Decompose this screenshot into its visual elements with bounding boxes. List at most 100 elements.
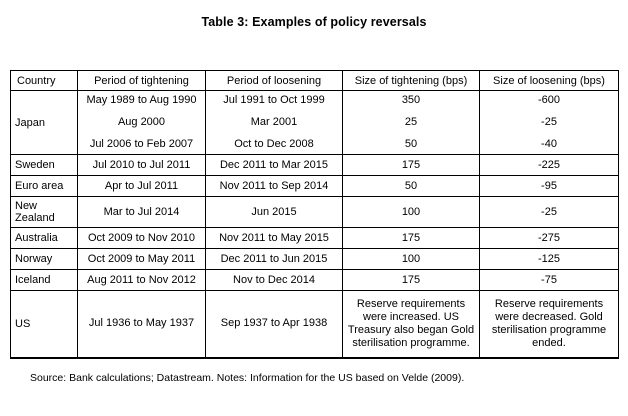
- cell-line: Jul 1991 to Oct 1999: [223, 94, 325, 106]
- loosening-size-cell: -225: [479, 154, 619, 176]
- cell-line: Oct 2009 to Nov 2010: [87, 231, 195, 244]
- cell-line: 50: [404, 179, 418, 192]
- tightening-period-cell: Oct 2009 to May 2011: [77, 248, 206, 270]
- table-row: Euro area Apr to Jul 2011 Nov 2011 to Sep …: [10, 175, 619, 197]
- cell-line: Jun 2015: [251, 205, 297, 218]
- table-body: Japan May 1989 to Aug 1990 Aug 2000 Jul 200…: [10, 90, 619, 358]
- loosening-size-cell: -600 -25 -40: [479, 90, 619, 155]
- loosening-period-cell: Dec 2011 to Jun 2015: [205, 248, 343, 270]
- tightening-size-cell: 350 25 50: [342, 90, 480, 155]
- cell-line: -95: [541, 179, 557, 192]
- loosening-period-cell: Nov 2011 to Sep 2014: [205, 175, 343, 197]
- cell-line: Oct 2009 to May 2011: [87, 252, 196, 265]
- cell-line: -25: [541, 205, 557, 218]
- table-row: US Jul 1936 to May 1937 Sep 1937 to Apr 19…: [10, 290, 619, 358]
- tightening-period-cell: Mar to Jul 2014: [77, 196, 206, 228]
- cell-line: Sep 1937 to Apr 1938: [220, 317, 328, 330]
- country-cell: Australia: [10, 227, 78, 249]
- loosening-period-cell: Jun 2015: [205, 196, 343, 228]
- table-header: Country Period of tightening Period of l…: [10, 70, 619, 91]
- loosening-period-cell: Sep 1937 to Apr 1938: [205, 290, 343, 358]
- cell-line: -40: [541, 138, 557, 150]
- table-row: Japan May 1989 to Aug 1990 Aug 2000 Jul 200…: [10, 90, 619, 155]
- cell-line: Aug 2000: [117, 116, 166, 128]
- table-row: Iceland Aug 2011 to Nov 2012 Nov to Dec 20…: [10, 269, 619, 291]
- loosening-size-cell: -95: [479, 175, 619, 197]
- tightening-size-cell: Reserve requirements were increased. US …: [342, 290, 480, 358]
- table-row: Norway Oct 2009 to May 2011 Dec 2011 to Ju…: [10, 248, 619, 270]
- cell-line: -125: [537, 252, 561, 265]
- header-size-tightening: Size of tightening (bps): [342, 70, 480, 91]
- tightening-size-cell: 175: [342, 154, 480, 176]
- cell-line: Nov to Dec 2014: [233, 273, 315, 286]
- country-cell: New Zealand: [10, 196, 78, 228]
- country-cell: Iceland: [10, 269, 78, 291]
- policy-reversals-table: Country Period of tightening Period of l…: [10, 70, 619, 359]
- cell-line: -225: [537, 158, 561, 171]
- tightening-size-cell: 175: [342, 269, 480, 291]
- cell-line: -275: [537, 231, 561, 244]
- cell-line: Dec 2011 to Jun 2015: [220, 252, 328, 265]
- loosening-size-cell: -25: [479, 196, 619, 228]
- page: { "title": "Table 3: Examples of policy …: [0, 15, 628, 416]
- header-period-tightening: Period of tightening: [77, 70, 206, 91]
- cell-line: 100: [401, 205, 421, 218]
- header-period-loosening: Period of loosening: [205, 70, 343, 91]
- loosening-period-cell: Dec 2011 to Mar 2015: [205, 154, 343, 176]
- country-cell: Euro area: [10, 175, 78, 197]
- cell-line: 100: [401, 252, 421, 265]
- cell-line: Mar 2001: [250, 116, 298, 128]
- cell-line: 350: [401, 94, 421, 106]
- loosening-size-cell: -275: [479, 227, 619, 249]
- table-row: New Zealand Mar to Jul 2014 Jun 2015 100 -25: [10, 196, 619, 228]
- country-cell: Japan: [10, 90, 78, 155]
- header-row: Country Period of tightening Period of l…: [10, 70, 619, 91]
- cell-line: 175: [401, 158, 421, 171]
- cell-line: Oct to Dec 2008: [234, 138, 314, 150]
- cell-line: 25: [404, 116, 418, 128]
- cell-line: Reserve requirements were decreased. Gol…: [491, 297, 607, 349]
- country-cell: Norway: [10, 248, 78, 270]
- table-row: Australia Oct 2009 to Nov 2010 Nov 2011 to…: [10, 227, 619, 249]
- country-cell: Sweden: [10, 154, 78, 176]
- header-size-loosening: Size of loosening (bps): [479, 70, 619, 91]
- cell-line: Reserve requirements were increased. US …: [347, 297, 475, 349]
- country-cell: US: [10, 290, 78, 358]
- cell-line: Dec 2011 to Mar 2015: [219, 158, 329, 171]
- header-country: Country: [10, 70, 78, 91]
- cell-line: 175: [401, 231, 421, 244]
- tightening-size-cell: 175: [342, 227, 480, 249]
- tightening-size-cell: 50: [342, 175, 480, 197]
- cell-line: Mar to Jul 2014: [103, 205, 180, 218]
- tightening-period-cell: Oct 2009 to Nov 2010: [77, 227, 206, 249]
- loosening-size-cell: -75: [479, 269, 619, 291]
- tightening-size-cell: 100: [342, 196, 480, 228]
- cell-line: May 1989 to Aug 1990: [86, 94, 197, 106]
- loosening-period-cell: Jul 1991 to Oct 1999 Mar 2001 Oct to Dec 2…: [205, 90, 343, 155]
- tightening-period-cell: Jul 2010 to Jul 2011: [77, 154, 206, 176]
- cell-line: -25: [541, 116, 557, 128]
- tightening-period-cell: Jul 1936 to May 1937: [77, 290, 206, 358]
- cell-line: Jul 2010 to Jul 2011: [92, 158, 191, 171]
- loosening-period-cell: Nov to Dec 2014: [205, 269, 343, 291]
- table-row: Sweden Jul 2010 to Jul 2011 Dec 2011 to Ma…: [10, 154, 619, 176]
- table-title: Table 3: Examples of policy reversals: [201, 15, 427, 29]
- tightening-period-cell: Aug 2011 to Nov 2012: [77, 269, 206, 291]
- cell-line: 50: [404, 138, 418, 150]
- cell-line: Aug 2011 to Nov 2012: [87, 273, 196, 286]
- loosening-size-cell: Reserve requirements were decreased. Gol…: [479, 290, 619, 358]
- cell-line: Jul 1936 to May 1937: [88, 317, 195, 330]
- cell-line: 175: [401, 273, 421, 286]
- loosening-size-cell: -125: [479, 248, 619, 270]
- source-note: Source: Bank calculations; Datastream. N…: [30, 372, 465, 384]
- cell-line: -600: [537, 94, 561, 106]
- cell-line: Jul 2006 to Feb 2007: [89, 138, 194, 150]
- loosening-period-cell: Nov 2011 to May 2015: [205, 227, 343, 249]
- tightening-period-cell: Apr to Jul 2011: [77, 175, 206, 197]
- cell-line: Apr to Jul 2011: [104, 179, 179, 192]
- tightening-size-cell: 100: [342, 248, 480, 270]
- cell-line: Nov 2011 to May 2015: [219, 231, 329, 244]
- tightening-period-cell: May 1989 to Aug 1990 Aug 2000 Jul 2006 to …: [77, 90, 206, 155]
- cell-line: Nov 2011 to Sep 2014: [219, 179, 329, 192]
- cell-line: -75: [541, 273, 557, 286]
